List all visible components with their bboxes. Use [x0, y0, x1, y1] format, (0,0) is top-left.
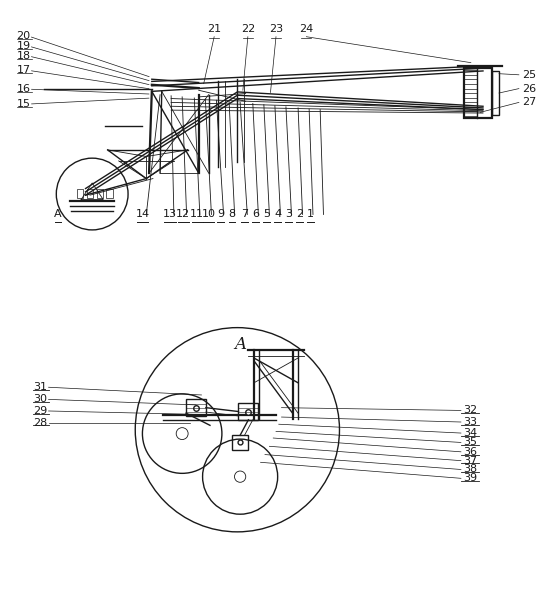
- Text: A: A: [54, 209, 62, 219]
- Text: 15: 15: [17, 99, 30, 109]
- Text: 18: 18: [17, 51, 31, 61]
- Text: 21: 21: [207, 24, 221, 34]
- Text: 38: 38: [464, 465, 478, 475]
- Bar: [186, 399, 206, 416]
- Text: 23: 23: [269, 24, 283, 34]
- Text: 20: 20: [17, 31, 31, 41]
- Text: 3: 3: [285, 209, 292, 219]
- Text: 22: 22: [241, 24, 255, 34]
- Text: 35: 35: [464, 438, 477, 448]
- Bar: [492, 71, 499, 115]
- Text: 7: 7: [241, 209, 248, 219]
- Text: 19: 19: [17, 41, 31, 51]
- Bar: [232, 435, 248, 449]
- Bar: [87, 188, 93, 198]
- Text: 36: 36: [464, 447, 477, 457]
- Text: 28: 28: [33, 418, 47, 428]
- Text: 16: 16: [17, 84, 30, 94]
- Text: 12: 12: [176, 209, 190, 219]
- Text: 39: 39: [464, 474, 478, 484]
- Text: 37: 37: [464, 456, 478, 466]
- Text: 32: 32: [464, 405, 478, 415]
- Bar: [464, 68, 492, 118]
- Text: 5: 5: [263, 209, 270, 219]
- Bar: [77, 188, 83, 198]
- Text: 24: 24: [299, 24, 314, 34]
- Text: 25: 25: [522, 70, 536, 80]
- Text: 17: 17: [17, 65, 31, 75]
- Text: 33: 33: [464, 417, 477, 427]
- Text: 11: 11: [190, 209, 204, 219]
- Text: 1: 1: [307, 209, 314, 219]
- Bar: [97, 188, 103, 198]
- Text: 8: 8: [229, 209, 235, 219]
- Text: 31: 31: [33, 382, 47, 392]
- Text: 34: 34: [464, 428, 478, 438]
- Bar: [238, 403, 258, 420]
- Text: 14: 14: [135, 209, 150, 219]
- Text: 27: 27: [522, 97, 536, 107]
- Text: 4: 4: [274, 209, 281, 219]
- Text: 30: 30: [33, 395, 47, 405]
- Text: 2: 2: [296, 209, 303, 219]
- Bar: [106, 188, 113, 198]
- Text: A: A: [234, 336, 246, 353]
- Text: 10: 10: [201, 209, 216, 219]
- Text: 13: 13: [163, 209, 177, 219]
- Text: 6: 6: [252, 209, 259, 219]
- Text: 29: 29: [33, 406, 47, 416]
- Text: 26: 26: [522, 84, 536, 94]
- Text: 9: 9: [217, 209, 224, 219]
